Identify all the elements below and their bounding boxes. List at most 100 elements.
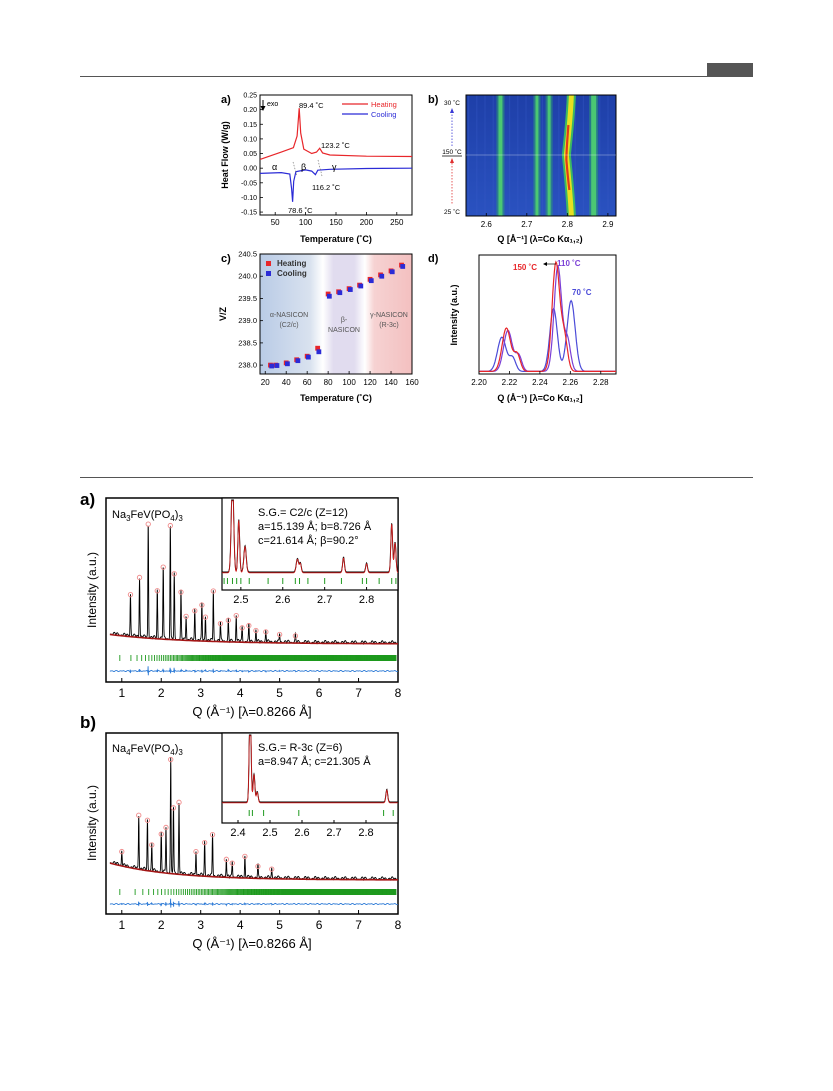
heatmap-line bbox=[547, 95, 551, 216]
rietveld-b-ylabel: Intensity (a.u.) bbox=[85, 785, 99, 861]
b-xtick-label: 2.7 bbox=[521, 220, 533, 229]
info-b-sg: S.G.= R-3c (Z=6) bbox=[258, 742, 342, 754]
heatmap-line-core bbox=[565, 124, 571, 191]
b-xtick-label: 2.8 bbox=[562, 220, 574, 229]
background-line bbox=[109, 633, 399, 645]
c-ytick-label: 240.0 bbox=[238, 272, 257, 281]
observed-point bbox=[292, 633, 299, 639]
panel-a-xlabel: Temperature (˚C) bbox=[300, 234, 372, 244]
observed-point bbox=[263, 629, 269, 635]
inset-a-calculated bbox=[222, 500, 399, 574]
region-beta-line2: NASICON bbox=[328, 327, 360, 334]
inset-xtick-label: 2.8 bbox=[358, 827, 373, 839]
observed-point bbox=[144, 817, 151, 823]
region-labels: α-NASICON (C2/c) β- NASICON γ-NASICON (R… bbox=[270, 312, 408, 334]
vz-point bbox=[368, 278, 374, 284]
heatmap-line bbox=[535, 95, 539, 216]
rietveld-a-letter: a) bbox=[80, 490, 95, 509]
panel-c-volume: c) α-NASICON (C2/c) β- NASICON γ-NASICON… bbox=[218, 250, 419, 404]
legend-c-heating: Heating bbox=[277, 259, 306, 268]
xtick-label: 5 bbox=[276, 918, 283, 932]
vz-point bbox=[269, 363, 275, 369]
c-xtick-label: 60 bbox=[303, 378, 312, 387]
panel-a-letter: a) bbox=[221, 94, 231, 106]
a-ytick-label: 0.05 bbox=[243, 151, 257, 158]
heatmap-streak bbox=[607, 95, 609, 216]
vz-point bbox=[316, 349, 322, 355]
inset-b-bragg-ticks bbox=[248, 810, 394, 816]
heatmap-streak bbox=[509, 95, 511, 216]
a-ytick-label: 0.20 bbox=[243, 107, 257, 114]
inset-xtick-label: 2.7 bbox=[317, 594, 332, 606]
rietveld-a-points bbox=[109, 521, 399, 645]
observed-point bbox=[163, 824, 169, 831]
region-beta-line1: β- bbox=[341, 317, 348, 324]
rietveld-b: b) Na4FeV(PO4)3 Intensity (a.u.) 1 2 3 4 5 6 7… bbox=[80, 713, 402, 951]
xtick-label: 5 bbox=[276, 686, 283, 700]
inset-xtick-label: 2.7 bbox=[326, 827, 341, 839]
panel-b-heatmap: b) 30 ˚C 150 ˚C 25 ˚C 2.6 2.7 2.8 2.9 Q [Å⁻… bbox=[428, 94, 617, 244]
panel-c-ylabel: V/Z bbox=[218, 307, 228, 322]
heatmap-line bbox=[498, 95, 503, 216]
xtick-label: 4 bbox=[237, 686, 244, 700]
observed-point bbox=[229, 860, 235, 866]
observed-point bbox=[209, 832, 216, 838]
panel-b-xlabel: Q [Å⁻¹] (λ=Co Kα₁,₂) bbox=[497, 234, 582, 244]
observed-point bbox=[210, 588, 216, 594]
rietveld-b-xticks: 1 2 3 4 5 6 7 8 bbox=[118, 910, 402, 932]
cooling-curve bbox=[259, 167, 413, 202]
rietveld-b-xlabel: Q (Å⁻¹) [λ=0.8266 Å] bbox=[192, 936, 311, 951]
observed-point bbox=[136, 812, 142, 818]
rietveld-b-formula: Na4FeV(PO4)3 bbox=[112, 743, 183, 757]
rietveld-a-inset bbox=[221, 497, 399, 591]
curve-150C bbox=[479, 260, 616, 372]
a-ytick-label: -0.15 bbox=[241, 210, 257, 217]
inset-xtick-label: 2.6 bbox=[275, 594, 290, 606]
info-a-cbeta: c=21.614 Å; β=90.2° bbox=[258, 534, 359, 547]
region-alpha-line1: α-NASICON bbox=[270, 312, 308, 319]
heating-curve bbox=[259, 108, 413, 160]
header-tab bbox=[707, 63, 753, 76]
xtick-label: 6 bbox=[316, 686, 323, 700]
inset-xtick-label: 2.8 bbox=[359, 594, 374, 606]
label-150C: 150 ˚C bbox=[513, 263, 537, 272]
c-xtick-label: 100 bbox=[342, 378, 356, 387]
info-b-ac: a=8.947 Å; c=21.305 Å bbox=[258, 755, 371, 768]
a-ytick-label: 0.15 bbox=[243, 122, 257, 129]
observed-point bbox=[233, 613, 239, 619]
a-ytick-label: 0.25 bbox=[243, 93, 257, 100]
a-xtick-label: 100 bbox=[299, 218, 313, 227]
heatmap-streak bbox=[476, 95, 478, 216]
a-ytick-label: 0.10 bbox=[243, 136, 257, 143]
region-beta bbox=[322, 254, 365, 374]
xtick-label: 3 bbox=[197, 918, 204, 932]
legend-cooling: Cooling bbox=[371, 110, 396, 119]
label-110C: 110 ˚C bbox=[557, 259, 581, 268]
a-xtick-label: 250 bbox=[390, 218, 404, 227]
d-xtick-label: 2.28 bbox=[593, 378, 609, 387]
heatmap-streak bbox=[541, 95, 543, 216]
region-alpha-line2: (C2/c) bbox=[279, 322, 298, 329]
rietveld-a-formula: Na3FeV(PO4)3 bbox=[112, 509, 183, 523]
xtick-label: 6 bbox=[316, 918, 323, 932]
rietveld-b-difference bbox=[109, 898, 399, 908]
panel-b-letter: b) bbox=[428, 94, 439, 106]
observed-point bbox=[217, 621, 224, 627]
vz-points bbox=[268, 262, 406, 369]
header-rule bbox=[80, 76, 753, 77]
observed-point bbox=[176, 799, 182, 805]
inset-xtick-label: 2.5 bbox=[233, 594, 248, 606]
a-ytick-label: -0.10 bbox=[241, 195, 257, 202]
c-ytick-label: 239.0 bbox=[238, 316, 257, 325]
peak-label-78: 78.6 ˚C bbox=[288, 206, 313, 215]
panel-a-ylabel: Heat Flow (W/g) bbox=[220, 121, 230, 189]
exo-indicator: exo bbox=[260, 100, 278, 111]
heatmap-streak bbox=[582, 95, 584, 216]
vz-point bbox=[347, 287, 353, 292]
a-ytick-label: -0.05 bbox=[241, 180, 257, 187]
a-xtick-label: 200 bbox=[360, 218, 374, 227]
peak-label-116: 116.2 ˚C bbox=[312, 183, 341, 192]
heatmap-streak bbox=[574, 95, 576, 216]
heatmap-streak bbox=[558, 95, 560, 216]
peak-label-123: 123.2 ˚C bbox=[321, 141, 350, 150]
